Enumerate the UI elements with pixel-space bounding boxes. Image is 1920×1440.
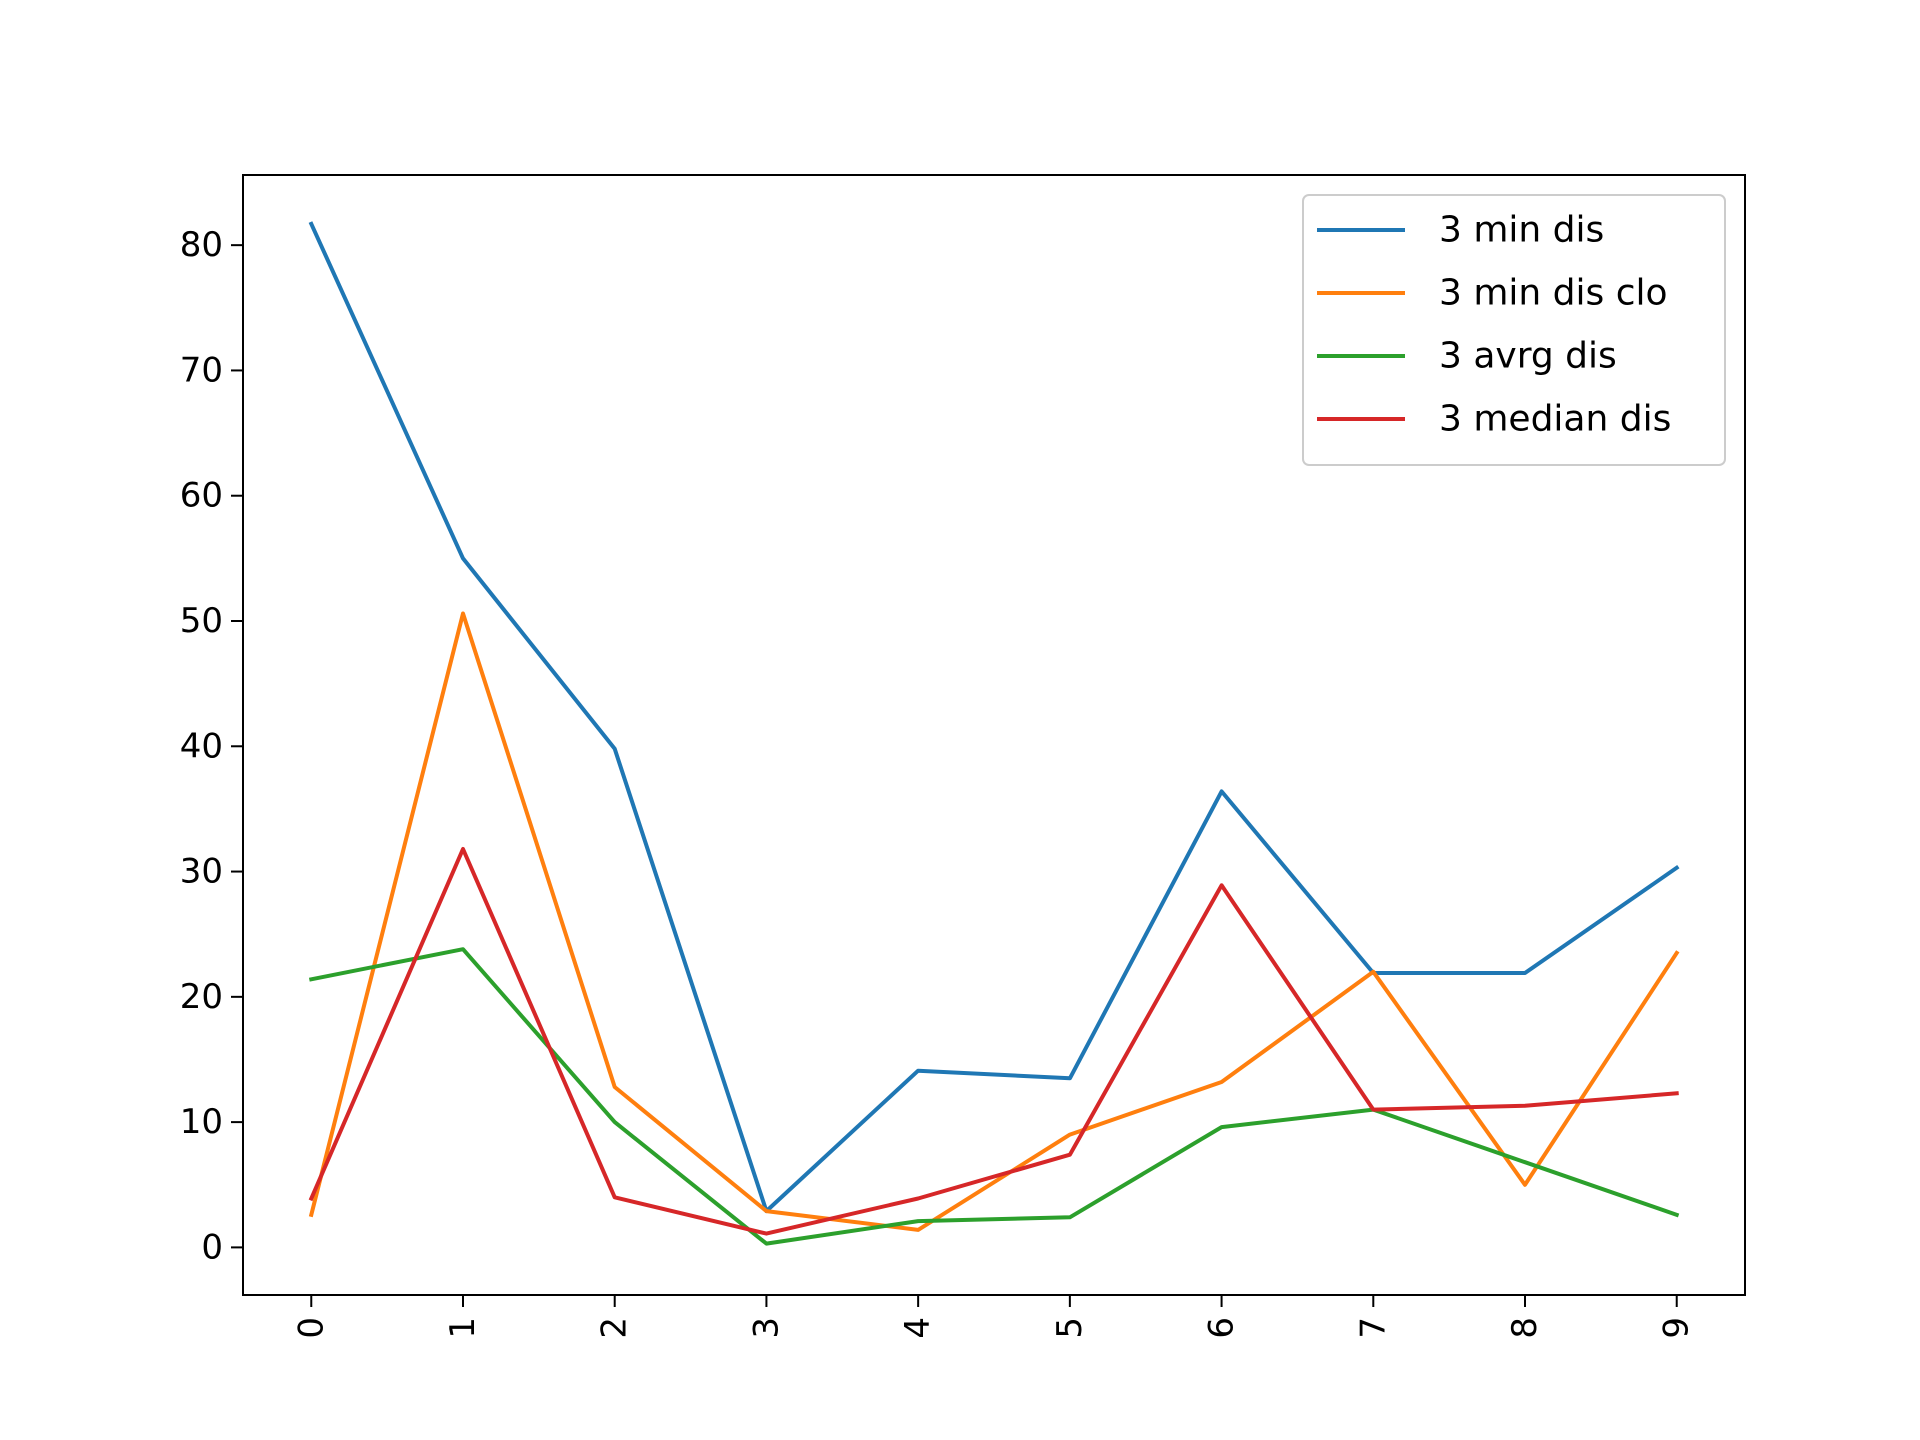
legend-label: 3 min dis clo [1439, 273, 1668, 314]
x-tick-label: 7 [1353, 1317, 1393, 1339]
x-tick-label: 5 [1050, 1317, 1090, 1339]
x-tick-label: 2 [595, 1317, 635, 1339]
legend-label: 3 min dis [1439, 210, 1604, 251]
legend-label: 3 avrg dis [1439, 336, 1617, 377]
x-tick-label: 9 [1657, 1317, 1697, 1339]
x-tick-label: 3 [746, 1317, 786, 1339]
y-tick-label: 20 [180, 977, 223, 1017]
y-tick-label: 60 [180, 476, 223, 516]
x-tick-label: 8 [1505, 1317, 1545, 1339]
y-tick-label: 70 [180, 350, 223, 390]
x-tick-label: 0 [291, 1317, 331, 1339]
legend: 3 min dis 3 min dis clo 3 avrg dis 3 median… [1303, 195, 1725, 465]
x-tick-label: 6 [1202, 1317, 1242, 1339]
legend-label: 3 median dis [1439, 399, 1671, 440]
y-tick-label: 50 [180, 601, 223, 641]
x-tick-label: 4 [898, 1317, 938, 1339]
y-tick-label: 30 [180, 852, 223, 892]
x-tick-label: 1 [443, 1317, 483, 1339]
y-tick-label: 0 [201, 1227, 223, 1267]
y-tick-label: 80 [180, 225, 223, 265]
y-tick-label: 10 [180, 1102, 223, 1142]
y-tick-label: 40 [180, 726, 223, 766]
